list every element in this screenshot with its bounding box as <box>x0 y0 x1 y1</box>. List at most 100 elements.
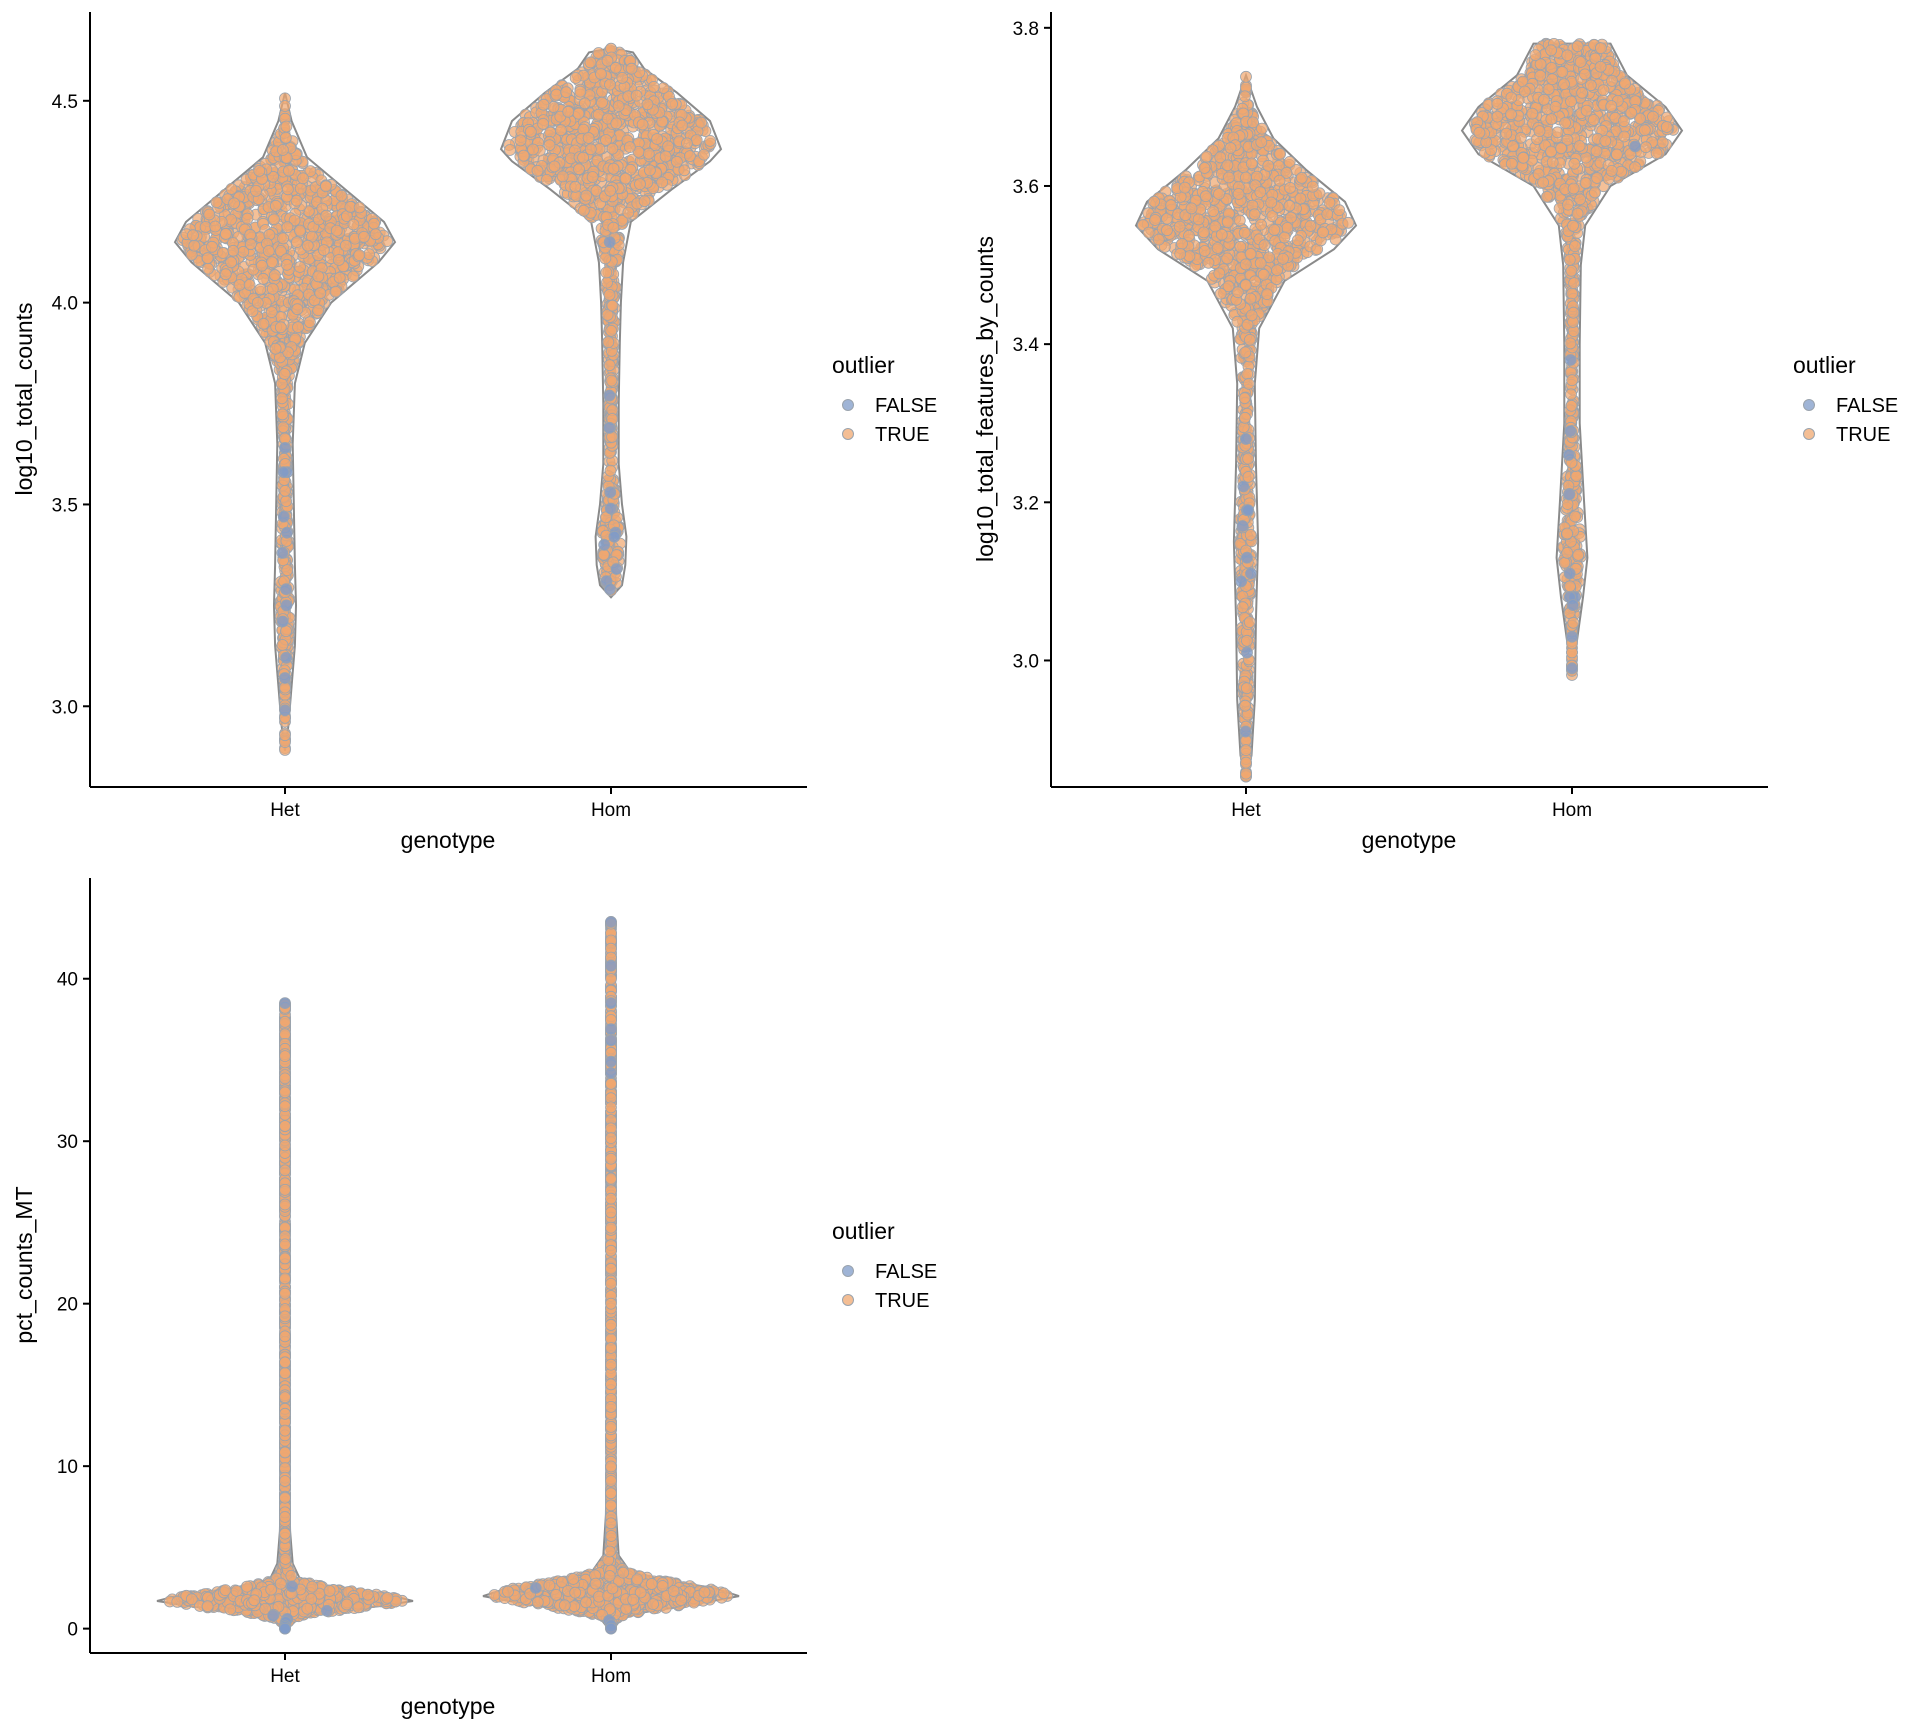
point-true <box>188 239 201 252</box>
point-false <box>279 441 291 454</box>
point-true <box>294 261 306 273</box>
point-true <box>255 259 268 272</box>
point-true <box>203 208 216 221</box>
point-true <box>555 124 567 137</box>
point-true <box>504 144 516 156</box>
point-true <box>562 105 575 118</box>
point-true <box>616 72 629 84</box>
panel-1-legend-label-false: FALSE <box>875 395 937 417</box>
point-true <box>1174 247 1187 260</box>
point-true <box>1295 171 1308 184</box>
point-true <box>569 180 582 193</box>
point-true <box>339 239 352 252</box>
point-true <box>187 229 199 242</box>
point-true <box>1221 252 1234 265</box>
point-true <box>1254 186 1267 199</box>
point-true <box>280 120 293 133</box>
point-true <box>1333 204 1346 217</box>
point-true <box>1236 601 1249 614</box>
point-true <box>622 206 635 219</box>
point-true <box>1306 180 1319 193</box>
point-true <box>1176 237 1188 250</box>
point-true <box>275 377 288 390</box>
point-true <box>257 317 270 330</box>
point-true <box>1179 181 1191 194</box>
point-true <box>279 131 292 144</box>
point-true <box>277 232 290 245</box>
point-true <box>369 228 382 241</box>
point-true <box>1255 136 1268 149</box>
point-true <box>1244 247 1257 260</box>
point-false <box>281 526 293 539</box>
point-true <box>595 68 607 80</box>
point-true <box>524 125 537 138</box>
point-true <box>690 134 703 147</box>
point-true <box>297 172 309 185</box>
point-true <box>569 72 582 84</box>
point-true <box>250 184 262 197</box>
point-true <box>582 132 595 144</box>
point-true <box>280 495 293 508</box>
panel-1-y-tick-label: 4.5 <box>52 92 78 113</box>
point-true <box>314 287 327 300</box>
point-true <box>612 100 625 112</box>
point-true <box>1231 315 1244 328</box>
point-false <box>598 538 611 551</box>
point-true <box>243 278 256 291</box>
point-true <box>600 134 612 146</box>
point-true <box>638 195 651 208</box>
point-true <box>241 212 254 225</box>
point-true <box>624 141 636 154</box>
point-true <box>1277 252 1289 265</box>
point-false <box>280 599 293 612</box>
point-true <box>548 160 561 173</box>
point-true <box>1294 192 1307 205</box>
point-true <box>604 464 617 477</box>
point-true <box>671 155 683 168</box>
point-true <box>1232 188 1245 200</box>
point-false <box>280 583 293 596</box>
point-false <box>610 563 623 575</box>
point-true <box>353 249 366 262</box>
point-true <box>227 244 240 257</box>
point-true <box>603 288 616 301</box>
point-true <box>312 304 325 317</box>
point-true <box>304 165 317 178</box>
point-true <box>1278 231 1291 244</box>
point-true <box>1317 226 1329 239</box>
point-true <box>1198 245 1211 257</box>
point-true <box>330 224 343 237</box>
point-true <box>662 140 674 153</box>
point-false <box>1236 520 1249 532</box>
point-true <box>1223 171 1235 184</box>
point-true <box>695 116 708 129</box>
panel-2: 3.03.23.43.63.8 Het Hom genotype log10_t… <box>972 12 1898 853</box>
point-true <box>253 164 266 177</box>
point-true <box>574 85 587 98</box>
point-true <box>550 88 563 101</box>
panel-1-y-tick-label: 3.5 <box>52 495 78 516</box>
point-true <box>219 268 232 281</box>
point-true <box>233 279 246 291</box>
point-true <box>1245 157 1258 170</box>
point-true <box>610 117 623 130</box>
point-true <box>1245 309 1258 322</box>
point-true <box>281 183 294 196</box>
point-true <box>676 119 689 132</box>
point-true <box>1273 174 1286 187</box>
point-true <box>279 729 291 742</box>
point-true <box>1152 233 1165 246</box>
point-false <box>279 672 291 684</box>
point-false <box>604 486 617 499</box>
panel-1-legend: outlier FALSE TRUE <box>832 352 937 446</box>
point-true <box>1198 162 1211 174</box>
point-true <box>1304 220 1317 232</box>
point-true <box>572 107 585 120</box>
point-true <box>1199 190 1212 203</box>
panel-1-marks <box>173 42 723 756</box>
point-true <box>1291 234 1304 247</box>
point-true <box>666 98 678 110</box>
point-true <box>659 150 672 163</box>
point-true <box>276 144 289 156</box>
point-true <box>537 118 549 130</box>
